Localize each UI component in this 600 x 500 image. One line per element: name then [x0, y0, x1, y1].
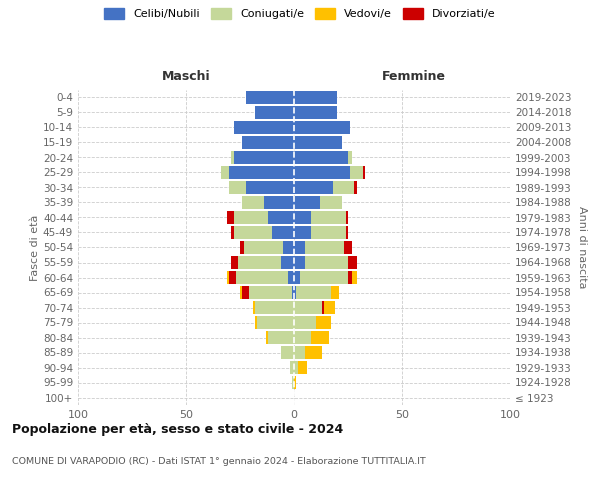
Bar [294, 302, 322, 314]
Bar [229, 166, 294, 178]
Bar [355, 182, 356, 194]
Bar [253, 302, 255, 314]
Bar [305, 256, 348, 268]
Bar [322, 302, 324, 314]
Bar [294, 182, 333, 194]
Bar [233, 122, 294, 134]
Bar [350, 166, 363, 178]
Bar [244, 242, 283, 254]
Bar [294, 92, 337, 104]
Bar [221, 166, 229, 178]
Bar [236, 272, 287, 283]
Bar [344, 242, 352, 254]
Bar [255, 316, 257, 328]
Bar [242, 196, 264, 208]
Bar [232, 256, 238, 268]
Bar [281, 256, 294, 268]
Bar [238, 256, 281, 268]
Bar [242, 136, 294, 148]
Bar [294, 332, 311, 344]
Bar [232, 152, 233, 164]
Bar [305, 242, 344, 254]
Bar [229, 272, 236, 283]
Bar [348, 152, 352, 164]
Bar [363, 166, 365, 178]
Bar [352, 272, 356, 283]
Bar [294, 196, 320, 208]
Bar [232, 226, 233, 238]
Text: Maschi: Maschi [161, 70, 211, 82]
Bar [294, 226, 311, 238]
Bar [294, 346, 305, 358]
Bar [233, 212, 268, 224]
Bar [268, 332, 294, 344]
Bar [257, 316, 294, 328]
Bar [233, 152, 294, 164]
Bar [311, 212, 346, 224]
Text: COMUNE DI VARAPODIO (RC) - Dati ISTAT 1° gennaio 2024 - Elaborazione TUTTITALIA.: COMUNE DI VARAPODIO (RC) - Dati ISTAT 1°… [12, 458, 426, 466]
Bar [320, 196, 341, 208]
Bar [292, 286, 294, 298]
Bar [233, 226, 272, 238]
Bar [242, 286, 248, 298]
Bar [272, 226, 294, 238]
Bar [292, 376, 294, 388]
Bar [255, 302, 294, 314]
Bar [268, 212, 294, 224]
Bar [255, 106, 294, 118]
Bar [229, 182, 247, 194]
Bar [305, 346, 322, 358]
Bar [281, 346, 294, 358]
Bar [294, 136, 341, 148]
Bar [346, 226, 348, 238]
Bar [290, 362, 294, 374]
Bar [331, 286, 340, 298]
Y-axis label: Anni di nascita: Anni di nascita [577, 206, 587, 288]
Bar [296, 286, 331, 298]
Y-axis label: Fasce di età: Fasce di età [30, 214, 40, 280]
Bar [348, 256, 356, 268]
Bar [294, 122, 350, 134]
Bar [294, 316, 316, 328]
Bar [266, 332, 268, 344]
Bar [324, 302, 335, 314]
Text: Femmine: Femmine [382, 70, 446, 82]
Bar [316, 316, 331, 328]
Bar [311, 226, 346, 238]
Legend: Celibi/Nubili, Coniugati/e, Vedovi/e, Divorziati/e: Celibi/Nubili, Coniugati/e, Vedovi/e, Di… [104, 8, 496, 19]
Bar [240, 286, 242, 298]
Bar [247, 182, 294, 194]
Bar [227, 272, 229, 283]
Bar [348, 272, 352, 283]
Bar [301, 272, 348, 283]
Bar [294, 106, 337, 118]
Bar [294, 166, 350, 178]
Bar [294, 242, 305, 254]
Bar [294, 256, 305, 268]
Bar [294, 152, 348, 164]
Bar [294, 272, 301, 283]
Bar [240, 242, 244, 254]
Bar [294, 376, 296, 388]
Bar [248, 286, 292, 298]
Bar [294, 212, 311, 224]
Bar [287, 272, 294, 283]
Bar [227, 212, 233, 224]
Bar [294, 286, 296, 298]
Text: Popolazione per età, sesso e stato civile - 2024: Popolazione per età, sesso e stato civil… [12, 422, 343, 436]
Bar [298, 362, 307, 374]
Bar [333, 182, 355, 194]
Bar [311, 332, 329, 344]
Bar [346, 212, 348, 224]
Bar [283, 242, 294, 254]
Bar [264, 196, 294, 208]
Bar [294, 362, 298, 374]
Bar [247, 92, 294, 104]
